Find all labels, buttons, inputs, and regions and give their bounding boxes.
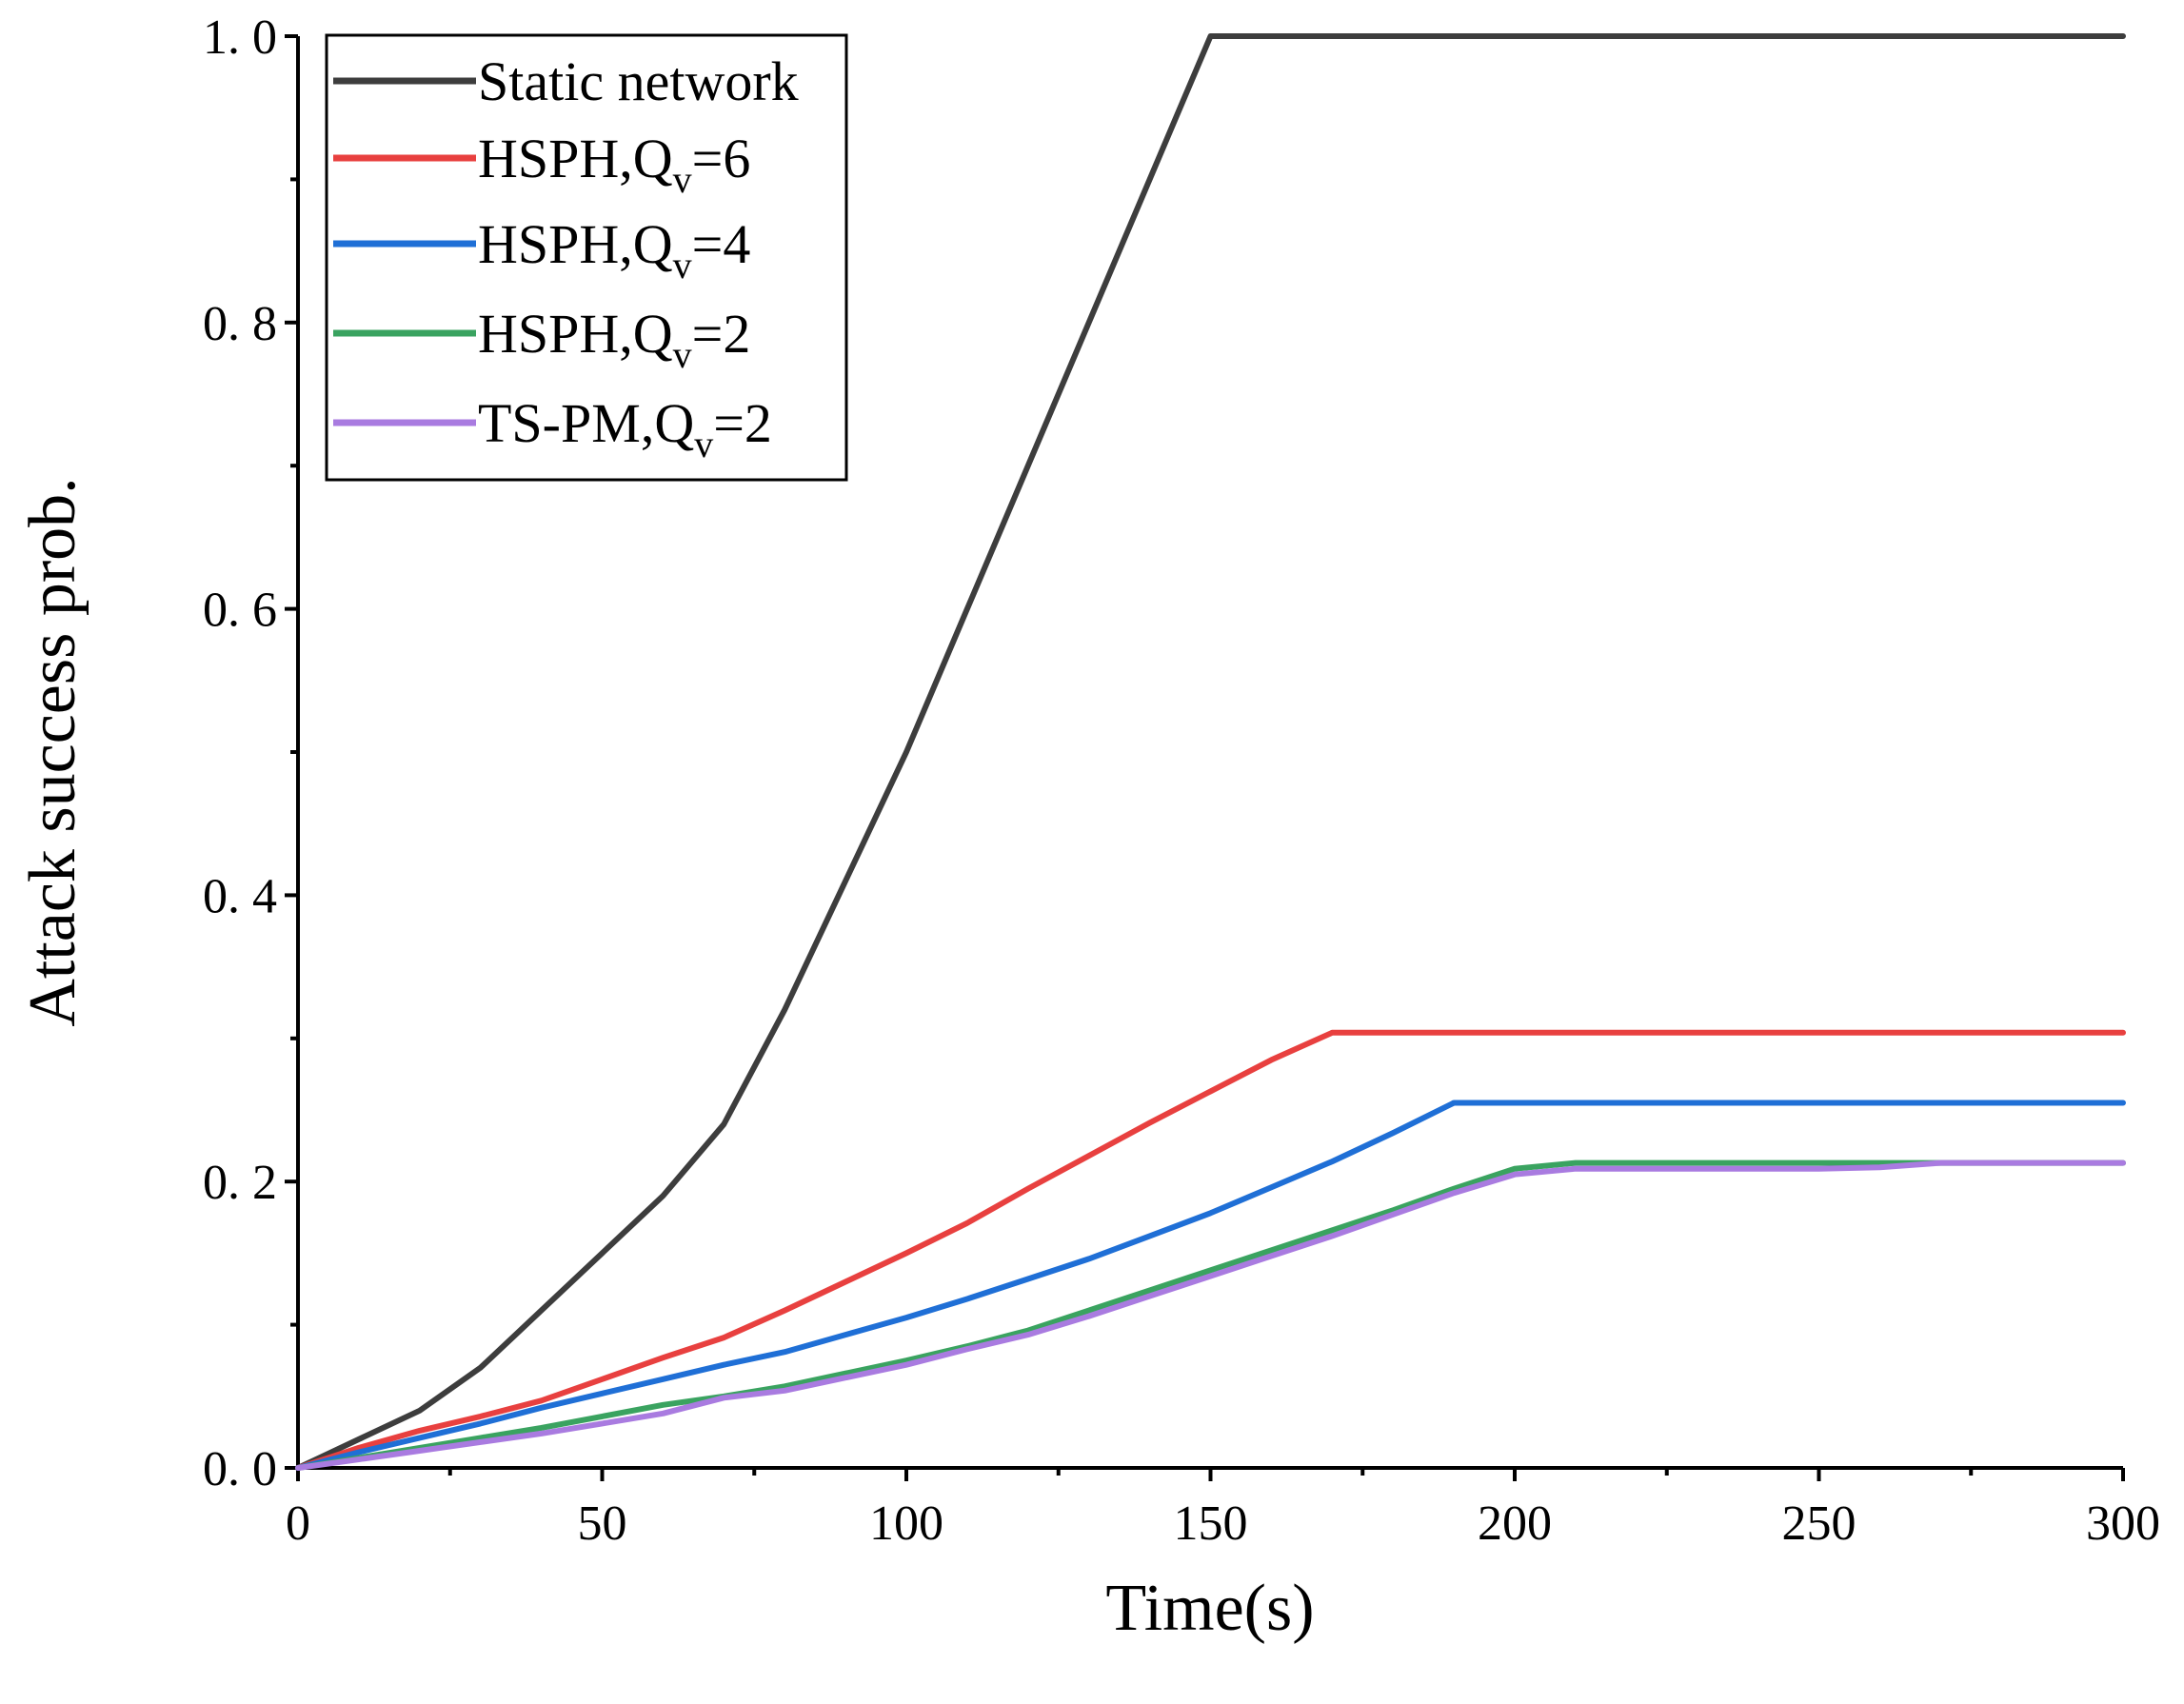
x-tick-label: 0	[286, 1496, 310, 1551]
legend-label-3: HSPH,Qv=4	[478, 213, 750, 287]
series-line-2	[295, 1029, 2126, 1471]
series-line-3	[295, 1100, 2126, 1471]
legend: Static network HSPH,Qv=6 HSPH,Qv=4 HSPH,Qv=…	[325, 33, 848, 482]
y-tick-label: 0. 4	[203, 869, 277, 923]
y-axis-ticks: 0. 0 0. 2 0. 4 0. 6 0. 8 1. 0	[203, 10, 298, 1496]
legend-label-1: Static network	[478, 50, 799, 112]
y-tick-label: 0. 8	[203, 297, 277, 351]
legend-box	[325, 33, 848, 482]
legend-label-5: TS-PM,Qv=2	[478, 392, 772, 466]
series-layer	[295, 33, 2126, 1471]
y-tick-label: 0. 6	[203, 584, 277, 638]
x-tick-label: 250	[1782, 1496, 1856, 1551]
x-axis-title: Time(s)	[1105, 1572, 1314, 1645]
x-tick-label: 100	[869, 1496, 943, 1551]
x-tick-label: 200	[1478, 1496, 1552, 1551]
y-tick-label: 1. 0	[203, 10, 277, 65]
y-tick-label: 0. 2	[203, 1156, 277, 1210]
legend-items: Static network HSPH,Qv=6 HSPH,Qv=4 HSPH,Qv=…	[333, 50, 799, 466]
x-tick-label: 300	[2086, 1496, 2160, 1551]
legend-label-4: HSPH,Qv=2	[478, 303, 750, 376]
y-tick-label: 0. 0	[203, 1442, 277, 1496]
x-axis-ticks: 0 50 100 150 200 250 300	[286, 1468, 2160, 1551]
legend-label-2: HSPH,Qv=6	[478, 128, 750, 201]
series-line-4	[295, 1159, 2126, 1471]
series-line-1	[295, 33, 2126, 1471]
y-axis-title: Attack success prob.	[16, 477, 89, 1026]
x-tick-label: 50	[578, 1496, 627, 1551]
x-tick-label: 150	[1174, 1496, 1248, 1551]
series-line-5	[295, 1159, 2126, 1471]
